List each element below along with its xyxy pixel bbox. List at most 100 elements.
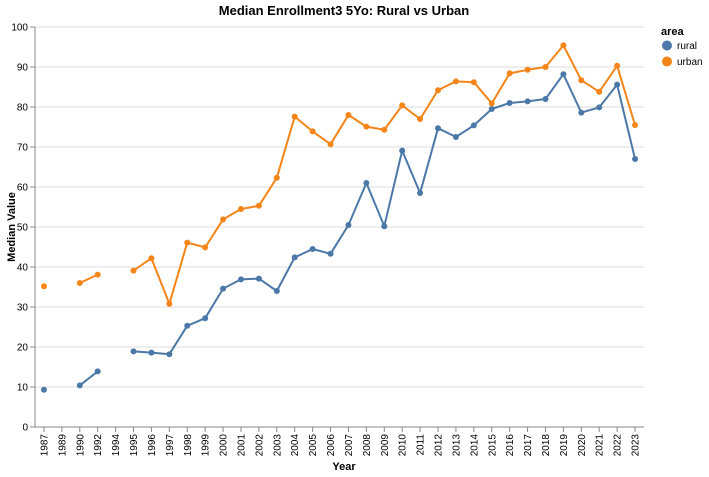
data-point-urban[interactable] [435, 87, 442, 94]
series-layer [40, 42, 639, 393]
series-line-rural [79, 370, 99, 387]
data-point-urban[interactable] [309, 128, 316, 135]
data-point-urban[interactable] [273, 174, 280, 181]
data-point-rural[interactable] [524, 98, 531, 105]
x-tick-label: 1989 [57, 434, 68, 457]
x-tick-label: 2021 [595, 434, 606, 457]
x-tick-label: 2010 [398, 434, 409, 457]
data-point-rural[interactable] [40, 386, 47, 393]
y-tick-label: 60 [17, 183, 29, 194]
data-point-urban[interactable] [560, 42, 567, 49]
y-tick-label: 20 [17, 343, 29, 354]
x-axis-title: Year [332, 461, 356, 473]
x-tick-label: 2016 [505, 434, 516, 457]
x-tick-label: 1995 [129, 434, 140, 457]
y-tick-label: 0 [22, 423, 28, 434]
data-point-rural[interactable] [76, 382, 83, 389]
x-tick-label: 2012 [434, 434, 445, 457]
data-point-urban[interactable] [632, 122, 639, 128]
data-point-urban[interactable] [381, 126, 388, 133]
data-point-urban[interactable] [237, 206, 244, 212]
x-tick-label: 1987 [39, 434, 50, 457]
data-point-rural[interactable] [309, 246, 316, 252]
y-tick-label: 30 [17, 303, 29, 314]
data-point-rural[interactable] [506, 100, 513, 106]
data-point-urban[interactable] [184, 239, 191, 246]
data-point-urban[interactable] [524, 66, 531, 73]
data-point-urban[interactable] [488, 100, 495, 107]
data-point-rural[interactable] [614, 81, 621, 88]
data-point-urban[interactable] [596, 88, 603, 95]
data-point-rural[interactable] [94, 368, 101, 375]
data-point-urban[interactable] [542, 64, 549, 70]
x-tick-label: 2020 [577, 434, 588, 457]
x-tick-label: 1992 [93, 434, 104, 457]
data-point-urban[interactable] [220, 216, 227, 223]
series-line-urban [132, 44, 636, 305]
data-point-rural[interactable] [220, 285, 227, 292]
data-point-urban[interactable] [327, 141, 334, 148]
x-tick-label: 2011 [416, 434, 427, 456]
data-point-rural[interactable] [148, 349, 155, 356]
data-point-urban[interactable] [130, 267, 137, 274]
data-point-urban[interactable] [578, 77, 585, 84]
x-tick-label: 2009 [380, 434, 391, 457]
data-point-rural[interactable] [417, 190, 424, 196]
data-point-rural[interactable] [184, 322, 191, 329]
x-tick-label: 2007 [344, 434, 355, 457]
data-point-rural[interactable] [381, 223, 388, 230]
data-point-rural[interactable] [452, 134, 459, 140]
data-point-rural[interactable] [202, 315, 209, 322]
x-tick-label: 2002 [254, 434, 265, 457]
data-point-rural[interactable] [345, 222, 352, 228]
data-point-urban[interactable] [148, 255, 155, 262]
legend-label-rural: rural [677, 41, 697, 52]
data-point-urban[interactable] [40, 283, 47, 290]
data-point-urban[interactable] [202, 244, 209, 251]
legend-title: area [661, 26, 685, 38]
data-point-urban[interactable] [506, 70, 513, 77]
data-point-rural[interactable] [166, 351, 173, 358]
x-tick-label: 1998 [183, 434, 194, 457]
series-line-rural [133, 73, 637, 356]
data-point-rural[interactable] [470, 122, 477, 129]
data-point-urban[interactable] [345, 112, 352, 118]
data-point-urban[interactable] [76, 280, 83, 286]
data-point-urban[interactable] [399, 102, 406, 109]
data-point-urban[interactable] [470, 79, 477, 86]
data-point-urban[interactable] [255, 202, 262, 209]
data-point-rural[interactable] [632, 156, 639, 162]
data-point-rural[interactable] [596, 104, 603, 111]
data-point-rural[interactable] [363, 180, 370, 186]
data-point-rural[interactable] [560, 71, 567, 78]
data-point-rural[interactable] [130, 348, 137, 355]
axes: 0 10 20 30 40 50 60 70 80 90 100 1987 1989 1990 1992 19… [11, 23, 644, 457]
chart-title: Median Enrollment3 5Yo: Rural vs Urban [219, 3, 469, 18]
data-point-rural[interactable] [237, 276, 244, 283]
data-point-rural[interactable] [273, 288, 280, 294]
series-urban [40, 42, 639, 307]
data-point-rural[interactable] [255, 275, 262, 282]
data-point-rural[interactable] [435, 125, 442, 132]
data-point-rural[interactable] [488, 106, 495, 112]
data-point-urban[interactable] [94, 271, 101, 278]
y-tick-label: 70 [17, 143, 29, 154]
data-point-rural[interactable] [399, 147, 406, 154]
data-point-urban[interactable] [614, 62, 621, 69]
data-point-rural[interactable] [327, 250, 334, 257]
data-point-urban[interactable] [363, 123, 370, 130]
x-tick-label: 2008 [362, 434, 373, 457]
data-point-rural[interactable] [578, 109, 585, 116]
data-point-urban[interactable] [291, 113, 298, 120]
legend[interactable]: area rural urban [661, 26, 703, 68]
x-tick-label: 2017 [523, 434, 534, 457]
data-point-urban[interactable] [452, 78, 459, 85]
data-point-rural[interactable] [542, 96, 549, 102]
gridlines [35, 26, 644, 428]
x-tick-label: 2004 [290, 434, 301, 457]
data-point-urban[interactable] [166, 300, 173, 307]
data-point-rural[interactable] [291, 254, 298, 261]
y-tick-label: 10 [17, 383, 29, 394]
data-point-urban[interactable] [417, 116, 424, 122]
